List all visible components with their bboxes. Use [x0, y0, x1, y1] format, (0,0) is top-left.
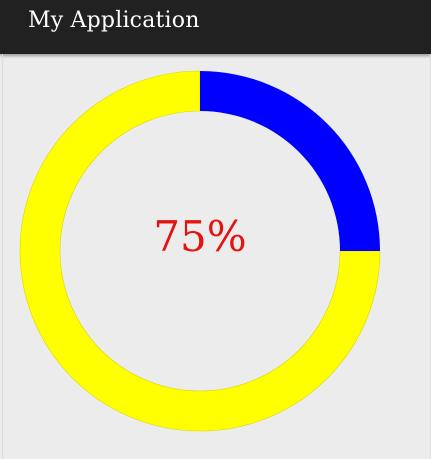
app-bar: My Application [0, 0, 431, 54]
content-area [2, 54, 431, 459]
app-title: My Application [28, 8, 200, 33]
